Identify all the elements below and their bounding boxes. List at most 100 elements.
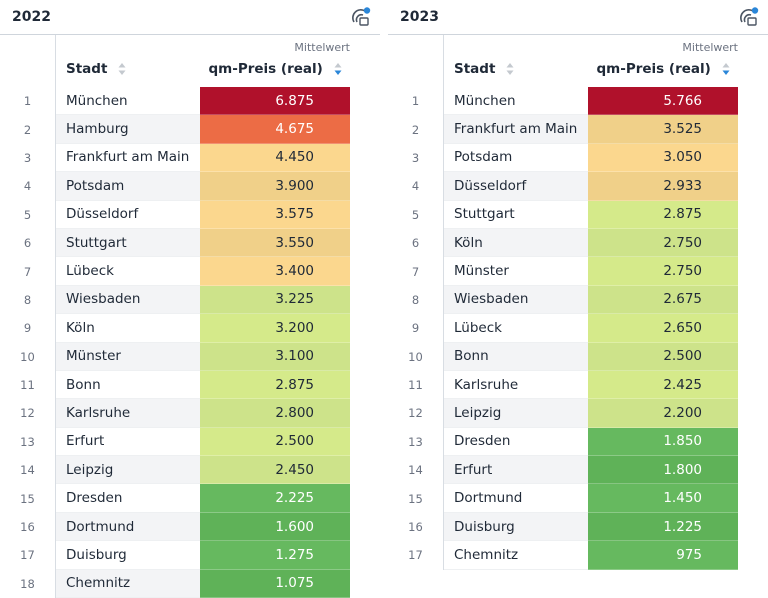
price-cell: 1.225 [588,512,738,542]
city-cell: Karlsruhe [444,371,588,400]
price-cell: 1.800 [588,456,738,485]
city-cell: Münster [56,342,200,371]
price-cell: 2.500 [588,342,738,371]
city-cell: Karlsruhe [56,399,200,428]
city-cell: Köln [56,314,200,343]
rank-cell: 18 [0,569,56,598]
rank-cell: 1 [388,87,444,116]
rank-cell: 5 [0,200,56,229]
embed-icon[interactable] [738,6,760,28]
price-cell: 6.875 [200,87,350,116]
table-row: 18 Chemnitz 1.075 [0,569,380,598]
city-cell: Dresden [56,484,200,513]
price-cell: 3.100 [200,342,350,371]
rank-cell: 7 [0,257,56,286]
price-cell: 2.750 [588,228,738,258]
price-cell: 4.450 [200,143,350,173]
city-cell: Wiesbaden [444,285,588,315]
rank-cell: 4 [388,172,444,201]
city-cell: Potsdam [444,144,588,173]
sort-descending-icon[interactable] [722,62,730,76]
table-row: 2 Frankfurt am Main 3.525 [388,115,768,144]
rank-cell: 11 [0,370,56,400]
rank-cell: 6 [388,228,444,258]
rank-cell: 9 [388,314,444,343]
table-row: 3 Potsdam 3.050 [388,143,768,173]
table-row: 17 Duisburg 1.275 [0,541,380,570]
rank-cell: 6 [0,228,56,258]
rank-cell: 3 [0,143,56,173]
price-cell: 2.675 [588,285,738,315]
table-body: 1 München 6.875 2 Hamburg 4.675 3 Frankfurt am … [0,87,380,598]
city-cell: Duisburg [444,512,588,542]
sort-descending-icon[interactable] [334,62,342,76]
price-column-header[interactable]: qm-Preis (real) [588,61,738,77]
table-row: 1 München 5.766 [388,87,768,116]
table-row: 13 Dresden 1.850 [388,427,768,457]
sort-neutral-icon[interactable] [118,62,126,76]
price-column-group-label: Mittelwert [682,41,738,54]
table-row: 11 Karlsruhe 2.425 [388,370,768,400]
price-cell: 2.450 [200,456,350,485]
price-column-header[interactable]: qm-Preis (real) [200,61,350,77]
price-cell: 3.900 [200,172,350,201]
city-column-header[interactable]: Stadt [454,61,514,77]
rank-cell: 11 [388,370,444,400]
city-cell: Lübeck [56,257,200,286]
rank-column-header [388,35,444,87]
price-cell: 975 [588,541,738,570]
price-cell: 3.400 [200,257,350,286]
city-cell: Stuttgart [444,201,588,229]
rank-cell: 14 [0,456,56,485]
embed-icon[interactable] [350,6,372,28]
rank-cell: 9 [0,314,56,343]
rank-cell: 13 [388,427,444,457]
rank-cell: 12 [388,399,444,428]
sort-neutral-icon[interactable] [506,62,514,76]
price-cell: 4.675 [200,115,350,144]
price-cell: 3.050 [588,143,738,173]
city-cell: Lübeck [444,314,588,343]
table-row: 16 Dortmund 1.600 [0,512,380,542]
price-cell: 2.875 [200,370,350,400]
rank-cell: 2 [0,115,56,144]
rank-cell: 4 [0,172,56,201]
table-row: 12 Karlsruhe 2.800 [0,399,380,428]
table-row: 8 Wiesbaden 3.225 [0,285,380,315]
table-row: 9 Lübeck 2.650 [388,314,768,343]
price-cell: 2.933 [588,172,738,201]
price-cell: 3.225 [200,285,350,315]
city-cell: Duisburg [56,541,200,570]
city-cell: Köln [444,228,588,258]
table-row: 14 Leipzig 2.450 [0,456,380,485]
price-cell: 2.425 [588,370,738,400]
city-cell: Potsdam [56,172,200,201]
table-row: 10 Bonn 2.500 [388,342,768,371]
city-cell: Bonn [444,342,588,371]
table-row: 7 Lübeck 3.400 [0,257,380,286]
city-cell: Düsseldorf [444,172,588,201]
panel-header: 2023 [388,0,768,35]
table-row: 1 München 6.875 [0,87,380,116]
table-row: 16 Duisburg 1.225 [388,512,768,542]
table-row: 14 Erfurt 1.800 [388,456,768,485]
city-column-header[interactable]: Stadt [66,61,126,77]
city-cell: Dortmund [56,512,200,542]
rank-cell: 17 [388,541,444,570]
rank-cell: 12 [0,399,56,428]
price-cell: 1.275 [200,541,350,570]
rank-cell: 16 [388,512,444,542]
rank-cell: 7 [388,257,444,286]
city-cell: Hamburg [56,115,200,144]
city-cell: Frankfurt am Main [444,115,588,144]
city-cell: Bonn [56,371,200,400]
price-cell: 3.575 [200,200,350,229]
city-cell: Erfurt [444,456,588,485]
table-row: 9 Köln 3.200 [0,314,380,343]
city-cell: München [444,87,588,116]
table-row: 12 Leipzig 2.200 [388,399,768,428]
price-cell: 2.225 [200,484,350,513]
price-cell: 3.200 [200,314,350,343]
